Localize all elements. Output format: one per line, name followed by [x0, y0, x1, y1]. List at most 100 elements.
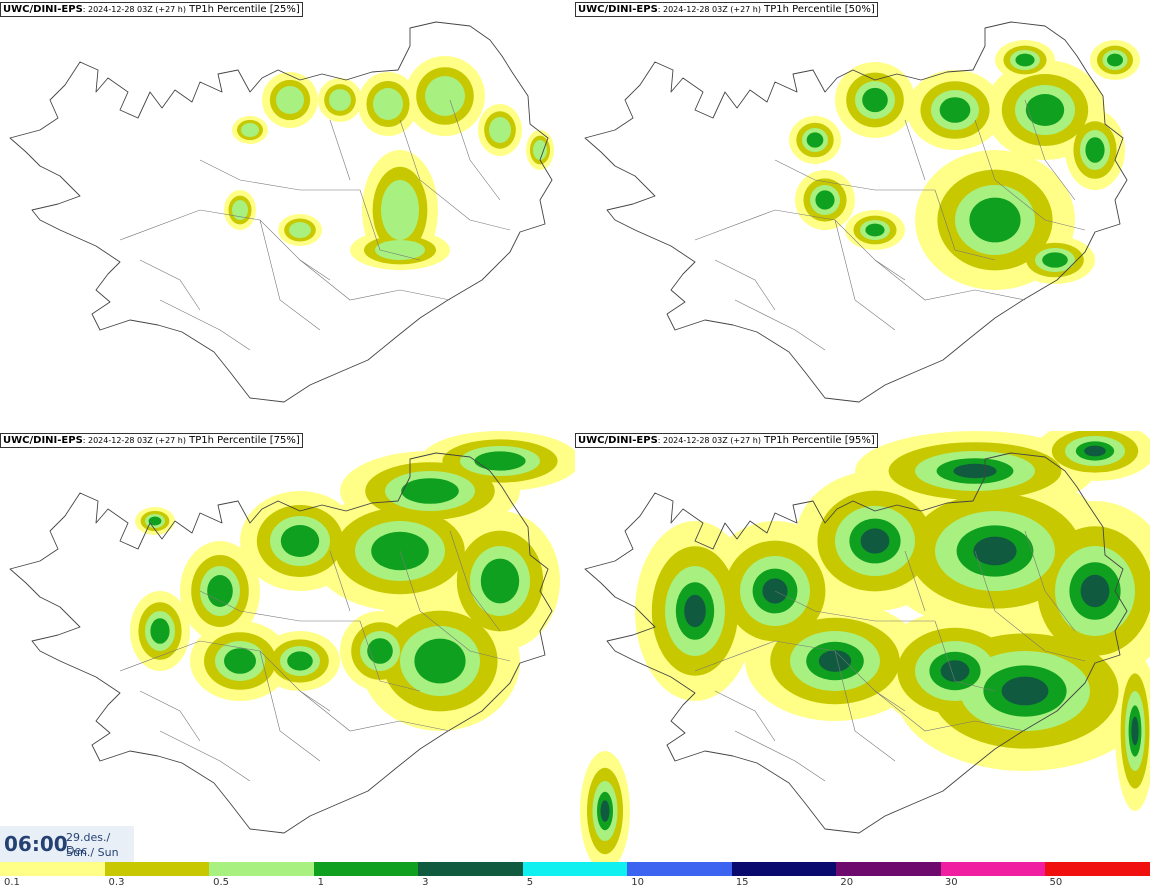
precip-contour [940, 660, 970, 682]
region-border [774, 590, 935, 622]
region-border [139, 690, 201, 742]
legend-label: 1 [317, 877, 324, 888]
legend-label: 30 [944, 877, 958, 888]
region-border [834, 219, 896, 331]
region-border [714, 259, 776, 311]
legend-swatch [0, 862, 106, 876]
panel-title: UWC/DINI-EPS: 2024-12-28 03Z (+27 h) TP1… [575, 2, 878, 17]
precip-contour [684, 594, 706, 628]
precip-contour [1080, 574, 1110, 608]
map-panel-p75: UWC/DINI-EPS: 2024-12-28 03Z (+27 h) TP1… [0, 431, 575, 862]
region-border [399, 550, 511, 662]
precip-contour [367, 638, 393, 664]
precip-field [224, 56, 554, 270]
region-border [974, 550, 1086, 662]
region-border [259, 219, 321, 331]
region-border [329, 119, 351, 181]
precip-contour [150, 618, 170, 644]
legend-swatch [418, 862, 524, 876]
legend-label: 20 [840, 877, 854, 888]
precip-map [9, 431, 575, 834]
precip-contour [381, 180, 419, 240]
region-border [299, 690, 451, 732]
region-border [399, 119, 511, 231]
precip-contour [224, 648, 256, 674]
precip-contour [373, 88, 403, 120]
region-border [734, 299, 826, 351]
precip-contour [474, 451, 526, 471]
precip-field [130, 431, 575, 731]
precip-contour [1131, 716, 1139, 746]
precip-contour [276, 86, 304, 114]
precip-contour [241, 123, 259, 137]
precip-contour [600, 800, 610, 822]
region-border [359, 620, 421, 692]
legend-swatch [836, 862, 942, 876]
precip-contour [329, 89, 351, 111]
valid-time: 06:00 [4, 832, 68, 856]
precip-field [789, 40, 1140, 290]
precip-contour [401, 478, 459, 504]
region-border [874, 690, 1026, 732]
precip-map [580, 431, 1150, 862]
valid-date: 29.des./ Dec [66, 831, 111, 857]
legend-swatch [627, 862, 733, 876]
legend-swatch [731, 862, 838, 876]
region-border [934, 620, 996, 692]
legend-swatch [522, 862, 629, 876]
region-border [714, 690, 776, 742]
legend-label: 0.3 [108, 877, 125, 888]
precip-contour [953, 463, 997, 479]
region-border [974, 119, 1086, 231]
precip-contour [860, 528, 890, 554]
region-border [1024, 530, 1076, 632]
coastline [584, 452, 1128, 834]
precip-contour [533, 140, 547, 160]
precip-contour [1107, 53, 1123, 67]
legend-label: 0.1 [4, 877, 20, 888]
legend-label: 10 [631, 877, 644, 888]
precip-contour [289, 222, 311, 238]
precip-contour [414, 638, 466, 684]
map-panel-p50: UWC/DINI-EPS: 2024-12-28 03Z (+27 h) TP1… [575, 0, 1150, 431]
legend-swatch [104, 862, 211, 876]
region-border [834, 650, 896, 762]
precip-contour [815, 190, 835, 210]
legend-label: 0.5 [213, 877, 229, 888]
panel-title: UWC/DINI-EPS: 2024-12-28 03Z (+27 h) TP1… [575, 433, 878, 448]
region-border [299, 259, 451, 301]
panel-title: UWC/DINI-EPS: 2024-12-28 03Z (+27 h) TP1… [0, 433, 303, 448]
region-border [904, 550, 926, 612]
precip-contour [287, 651, 313, 671]
precip-contour [1001, 676, 1049, 706]
legend-swatch [313, 862, 420, 876]
region-border [139, 259, 201, 311]
region-border [159, 299, 251, 351]
region-border [199, 159, 360, 191]
panel-title: UWC/DINI-EPS: 2024-12-28 03Z (+27 h) TP1… [0, 2, 303, 17]
coastline [9, 452, 553, 834]
region-border [259, 650, 321, 762]
precip-contour [375, 240, 425, 260]
region-border [159, 730, 251, 782]
precip-map [9, 21, 554, 403]
precip-contour [806, 132, 824, 148]
region-border [934, 189, 996, 261]
legend-swatch [1045, 862, 1150, 876]
region-border [1024, 99, 1076, 201]
valid-day: Sun./ Sun [66, 846, 119, 859]
region-border [734, 730, 826, 782]
region-border [359, 189, 421, 261]
precip-contour [232, 200, 248, 220]
precip-contour [480, 558, 520, 604]
precip-contour [425, 76, 465, 116]
precip-contour [969, 197, 1021, 243]
legend-label: 5 [526, 877, 534, 888]
precip-contour [1025, 94, 1065, 126]
precip-contour [1015, 53, 1035, 67]
legend-label: 3 [422, 877, 429, 888]
precip-contour [865, 223, 885, 237]
valid-time-box: 06:00 29.des./ Dec Sun./ Sun [0, 826, 134, 862]
region-border [774, 159, 935, 191]
precip-contour [1084, 445, 1106, 457]
